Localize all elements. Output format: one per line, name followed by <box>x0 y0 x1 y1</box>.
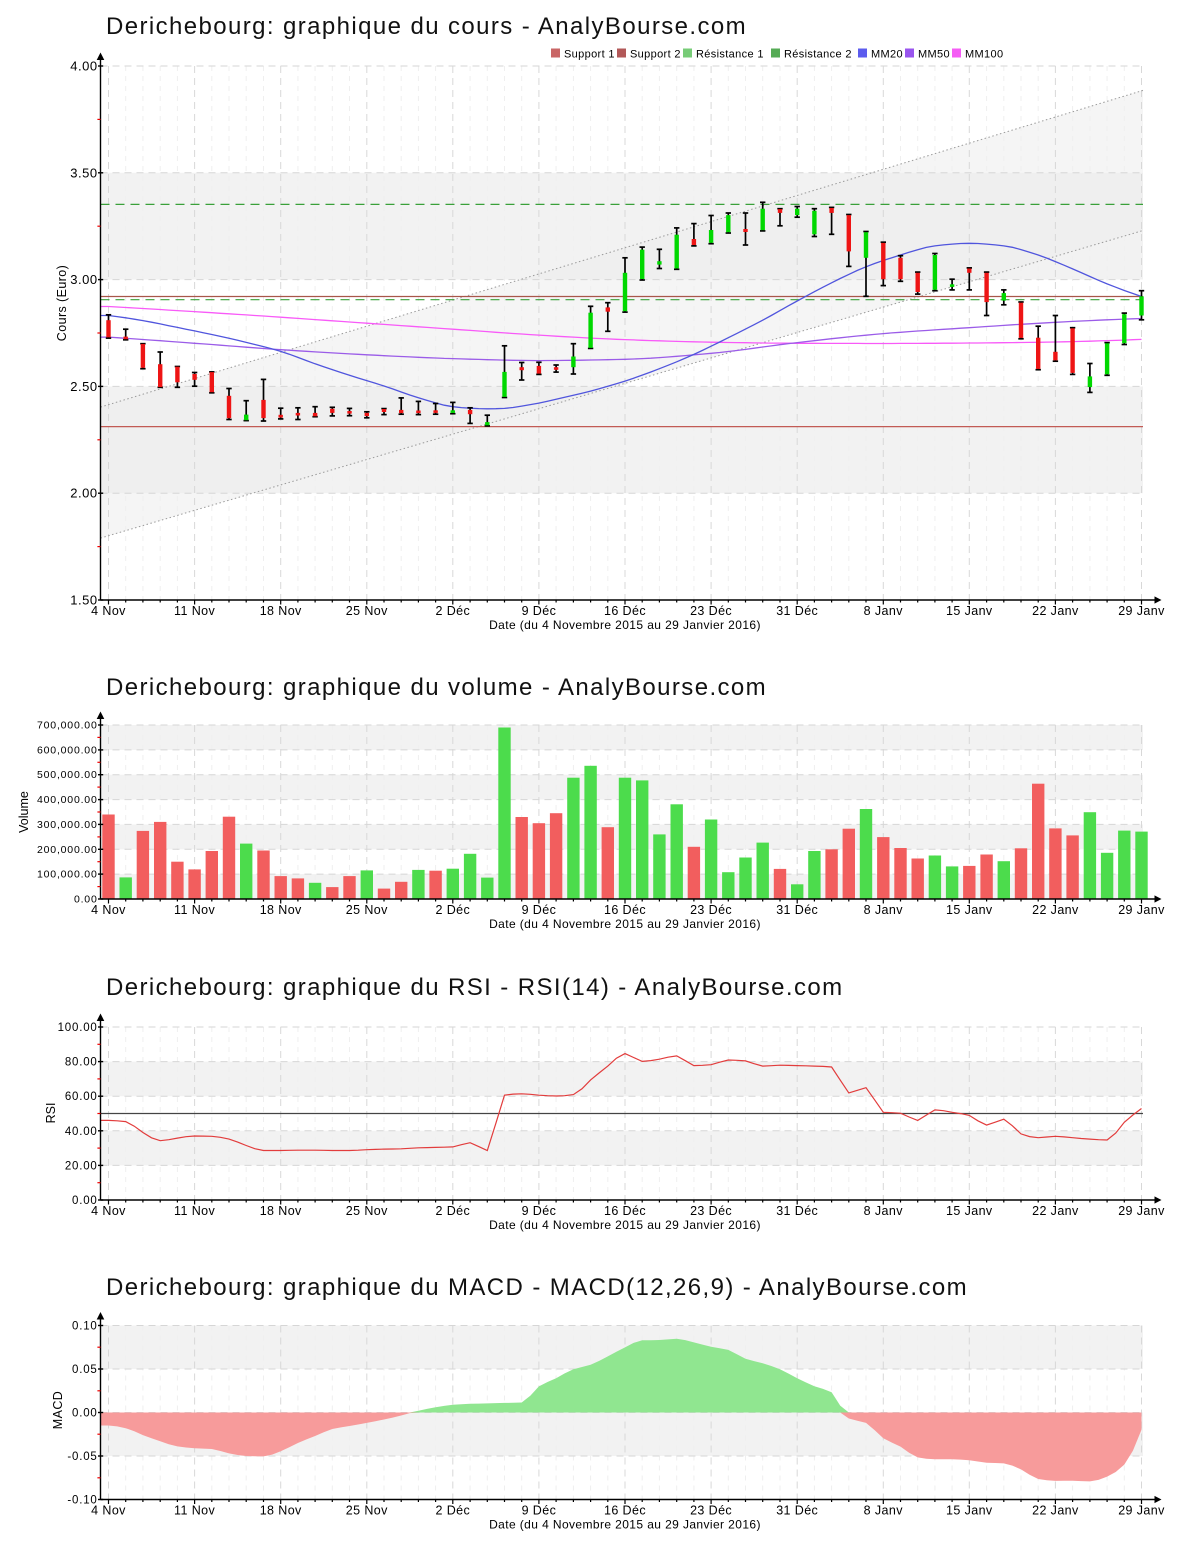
svg-text:8 Janv: 8 Janv <box>864 604 904 618</box>
svg-text:16 Déc: 16 Déc <box>604 604 646 618</box>
svg-text:8 Janv: 8 Janv <box>864 903 904 917</box>
svg-text:-0.10: -0.10 <box>67 1495 97 1507</box>
svg-text:60.00: 60.00 <box>65 1091 98 1103</box>
svg-text:500,000.00: 500,000.00 <box>37 769 98 781</box>
svg-text:RSI: RSI <box>44 1103 58 1124</box>
svg-text:2 Déc: 2 Déc <box>435 1504 470 1518</box>
svg-text:25 Nov: 25 Nov <box>346 1204 388 1218</box>
svg-text:Derichebourg: graphique du vol: Derichebourg: graphique du volume - Anal… <box>106 674 767 701</box>
svg-text:200,000.00: 200,000.00 <box>37 844 98 856</box>
svg-text:31 Déc: 31 Déc <box>776 1504 818 1518</box>
svg-text:Derichebourg: graphique du cou: Derichebourg: graphique du cours - Analy… <box>106 13 747 40</box>
svg-text:400,000.00: 400,000.00 <box>37 794 98 806</box>
svg-text:2 Déc: 2 Déc <box>435 1204 470 1218</box>
svg-text:0.00: 0.00 <box>72 1195 98 1207</box>
svg-text:11 Nov: 11 Nov <box>174 903 215 917</box>
svg-text:Date (du 4 Novembre 2015 au 29: Date (du 4 Novembre 2015 au 29 Janvier 2… <box>489 917 761 931</box>
svg-text:Résistance 2: Résistance 2 <box>784 49 852 61</box>
svg-text:100,000.00: 100,000.00 <box>37 869 98 881</box>
svg-text:8 Janv: 8 Janv <box>864 1504 904 1518</box>
svg-text:100.00: 100.00 <box>58 1022 98 1034</box>
svg-text:9 Déc: 9 Déc <box>522 1504 557 1518</box>
svg-text:MM20: MM20 <box>871 49 903 61</box>
svg-text:15 Janv: 15 Janv <box>946 903 993 917</box>
svg-text:Volume: Volume <box>17 791 31 833</box>
svg-text:15 Janv: 15 Janv <box>946 604 993 618</box>
svg-text:15 Janv: 15 Janv <box>946 1504 993 1518</box>
svg-text:23 Déc: 23 Déc <box>690 1204 732 1218</box>
svg-text:16 Déc: 16 Déc <box>604 903 646 917</box>
svg-text:29 Janv: 29 Janv <box>1118 1204 1165 1218</box>
svg-text:0.00: 0.00 <box>74 894 98 906</box>
svg-text:23 Déc: 23 Déc <box>690 903 732 917</box>
svg-text:0.05: 0.05 <box>72 1364 98 1376</box>
svg-text:40.00: 40.00 <box>65 1126 98 1138</box>
svg-text:31 Déc: 31 Déc <box>776 903 818 917</box>
svg-text:0.10: 0.10 <box>72 1321 98 1333</box>
svg-text:29 Janv: 29 Janv <box>1118 1504 1165 1518</box>
svg-text:18 Nov: 18 Nov <box>260 604 302 618</box>
svg-text:2.50: 2.50 <box>70 379 97 394</box>
svg-text:4 Nov: 4 Nov <box>91 604 126 618</box>
svg-text:23 Déc: 23 Déc <box>690 604 732 618</box>
svg-text:4 Nov: 4 Nov <box>91 1204 126 1218</box>
svg-text:25 Nov: 25 Nov <box>346 903 388 917</box>
svg-text:11 Nov: 11 Nov <box>174 604 215 618</box>
svg-text:11 Nov: 11 Nov <box>174 1204 215 1218</box>
svg-text:300,000.00: 300,000.00 <box>37 819 98 831</box>
svg-text:4 Nov: 4 Nov <box>91 903 126 917</box>
svg-text:600,000.00: 600,000.00 <box>37 744 98 756</box>
svg-text:31 Déc: 31 Déc <box>776 1204 818 1218</box>
svg-text:25 Nov: 25 Nov <box>346 1504 388 1518</box>
svg-text:3.00: 3.00 <box>70 272 97 287</box>
svg-text:Support 1: Support 1 <box>564 49 615 61</box>
svg-text:MACD: MACD <box>51 1391 65 1429</box>
svg-text:22 Janv: 22 Janv <box>1032 604 1079 618</box>
svg-text:Date (du 4 Novembre 2015 au 29: Date (du 4 Novembre 2015 au 29 Janvier 2… <box>489 618 761 632</box>
svg-text:Support 2: Support 2 <box>630 49 681 61</box>
svg-text:22 Janv: 22 Janv <box>1032 903 1079 917</box>
svg-text:22 Janv: 22 Janv <box>1032 1504 1079 1518</box>
svg-text:16 Déc: 16 Déc <box>604 1504 646 1518</box>
svg-text:29 Janv: 29 Janv <box>1118 903 1165 917</box>
svg-text:16 Déc: 16 Déc <box>604 1204 646 1218</box>
svg-text:20.00: 20.00 <box>65 1160 98 1172</box>
svg-text:0.00: 0.00 <box>72 1408 98 1420</box>
svg-text:Résistance 1: Résistance 1 <box>696 49 764 61</box>
svg-text:2.00: 2.00 <box>70 486 97 501</box>
svg-text:-0.05: -0.05 <box>67 1451 97 1463</box>
svg-text:4.00: 4.00 <box>70 59 97 74</box>
svg-text:22 Janv: 22 Janv <box>1032 1204 1079 1218</box>
svg-text:MM100: MM100 <box>965 49 1003 61</box>
svg-text:18 Nov: 18 Nov <box>260 1204 302 1218</box>
svg-text:18 Nov: 18 Nov <box>260 1504 302 1518</box>
svg-text:29 Janv: 29 Janv <box>1118 604 1165 618</box>
svg-text:23 Déc: 23 Déc <box>690 1504 732 1518</box>
svg-text:Date (du 4 Novembre 2015 au 29: Date (du 4 Novembre 2015 au 29 Janvier 2… <box>489 1218 761 1232</box>
svg-text:31 Déc: 31 Déc <box>776 604 818 618</box>
svg-text:15 Janv: 15 Janv <box>946 1204 993 1218</box>
svg-text:700,000.00: 700,000.00 <box>37 720 98 732</box>
svg-text:Derichebourg: graphique du MAC: Derichebourg: graphique du MACD - MACD(1… <box>106 1274 968 1301</box>
svg-text:25 Nov: 25 Nov <box>346 604 388 618</box>
svg-text:3.50: 3.50 <box>70 165 97 180</box>
svg-text:2 Déc: 2 Déc <box>435 903 470 917</box>
svg-text:Derichebourg: graphique du RSI: Derichebourg: graphique du RSI - RSI(14)… <box>106 974 844 1001</box>
svg-text:11 Nov: 11 Nov <box>174 1504 215 1518</box>
svg-text:8 Janv: 8 Janv <box>864 1204 904 1218</box>
svg-text:4 Nov: 4 Nov <box>91 1504 126 1518</box>
svg-text:Cours (Euro): Cours (Euro) <box>55 265 69 341</box>
svg-text:1.50: 1.50 <box>70 593 97 608</box>
svg-text:Date (du 4 Novembre 2015 au 29: Date (du 4 Novembre 2015 au 29 Janvier 2… <box>489 1518 761 1532</box>
svg-text:9 Déc: 9 Déc <box>522 1204 557 1218</box>
svg-text:MM50: MM50 <box>918 49 950 61</box>
svg-text:80.00: 80.00 <box>65 1057 98 1069</box>
svg-text:2 Déc: 2 Déc <box>435 604 470 618</box>
svg-text:9 Déc: 9 Déc <box>522 604 557 618</box>
svg-text:18 Nov: 18 Nov <box>260 903 302 917</box>
svg-text:9 Déc: 9 Déc <box>522 903 557 917</box>
